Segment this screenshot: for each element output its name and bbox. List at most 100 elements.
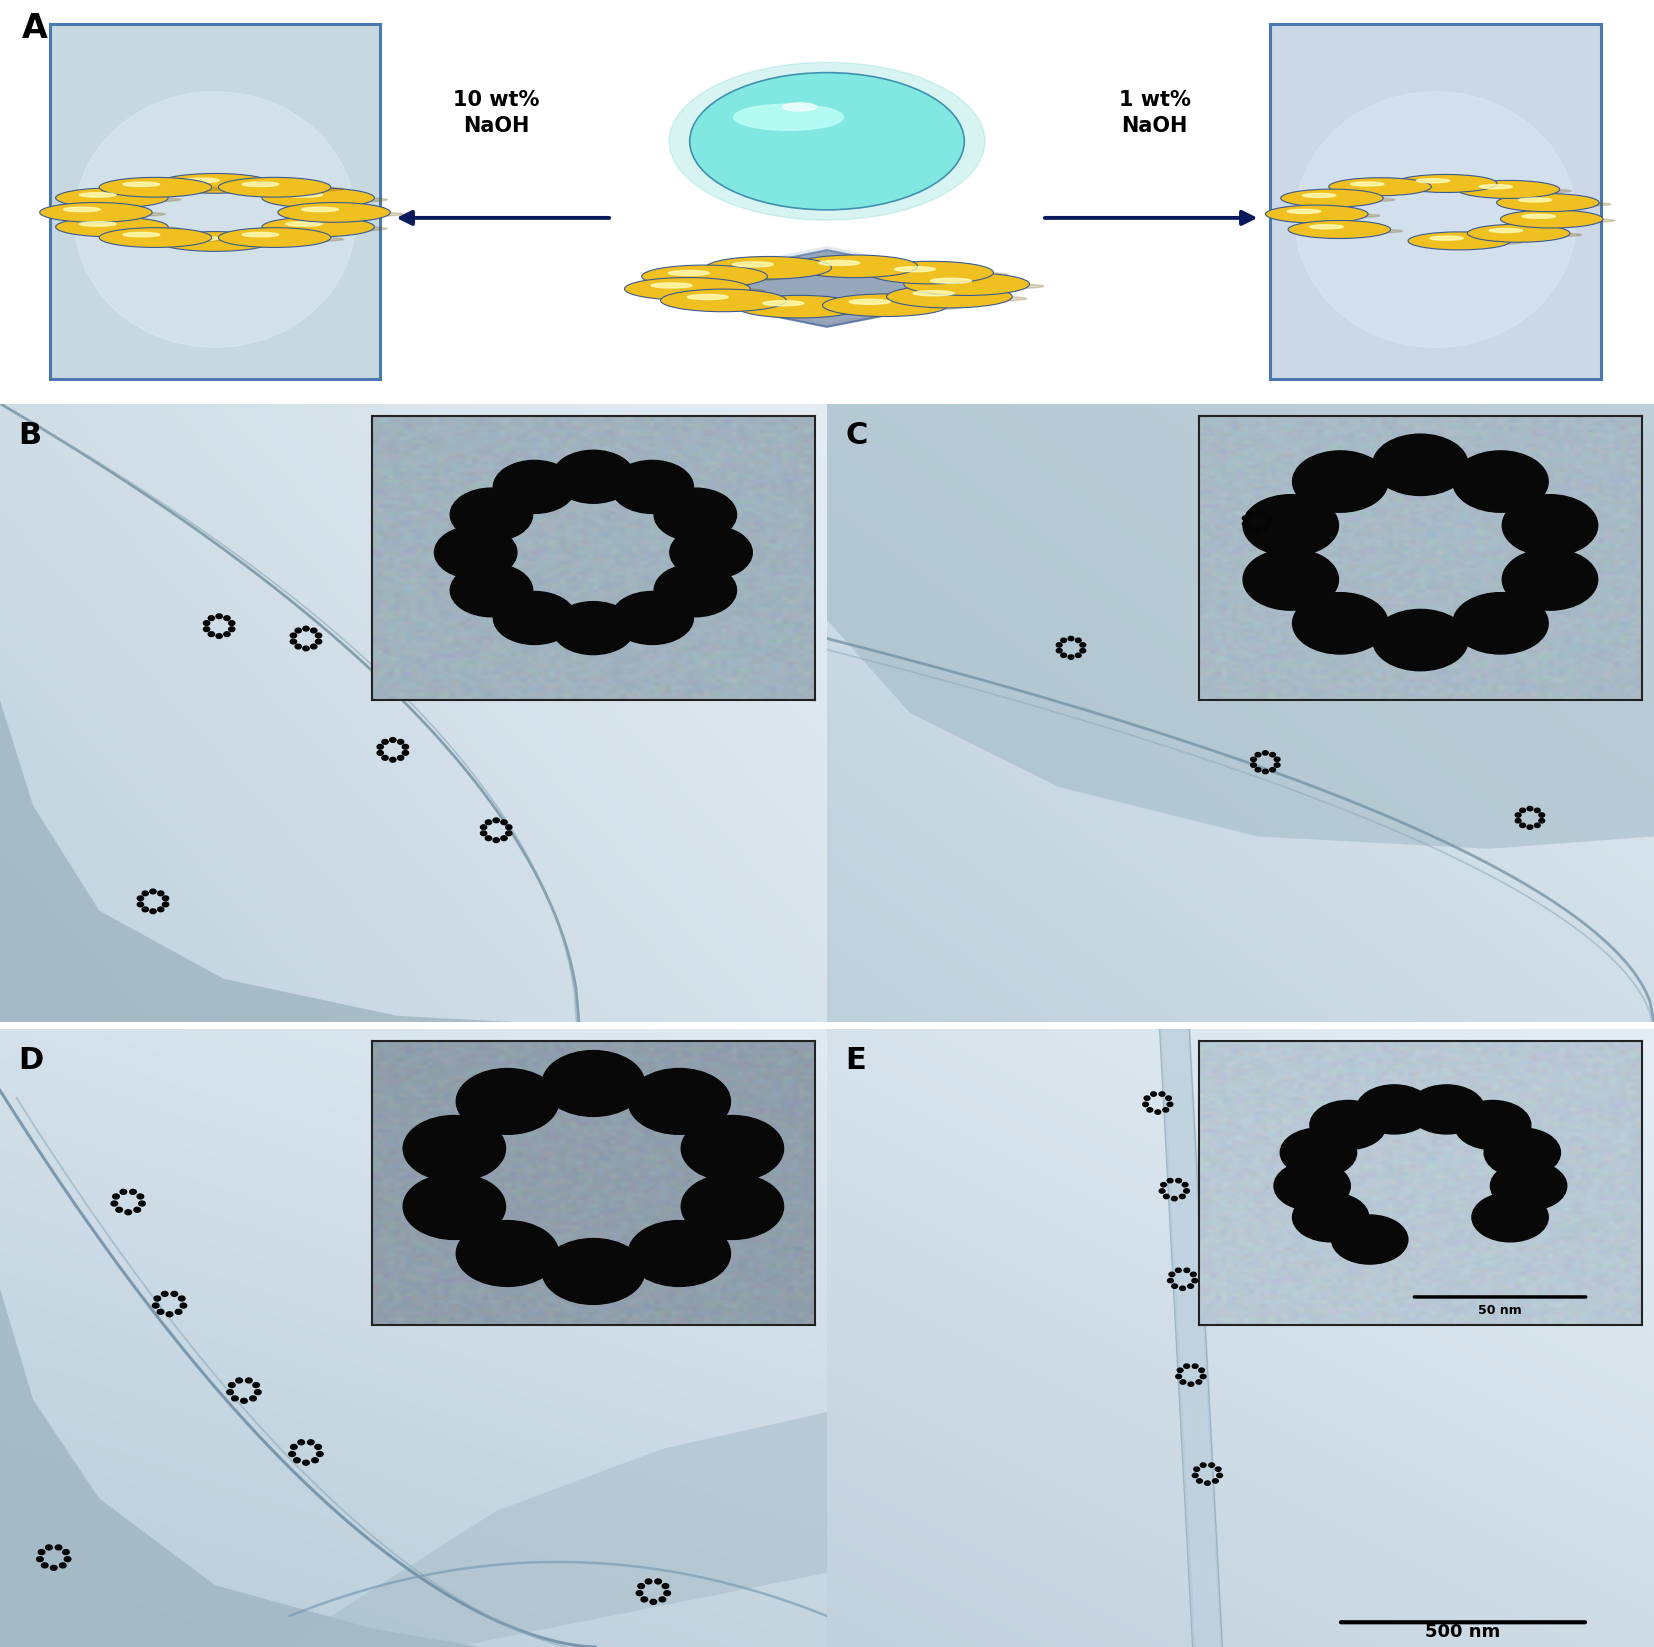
Circle shape — [1179, 1286, 1186, 1291]
Circle shape — [179, 1296, 185, 1301]
Ellipse shape — [1474, 232, 1581, 237]
Ellipse shape — [1414, 240, 1522, 245]
Ellipse shape — [241, 232, 280, 237]
Circle shape — [1145, 1095, 1150, 1100]
Circle shape — [1075, 637, 1082, 642]
Circle shape — [1196, 1380, 1202, 1383]
Ellipse shape — [744, 306, 877, 311]
Circle shape — [1274, 758, 1280, 761]
Circle shape — [1250, 758, 1257, 761]
Circle shape — [1183, 1183, 1188, 1187]
Ellipse shape — [40, 203, 152, 222]
Circle shape — [506, 832, 513, 835]
Circle shape — [1171, 1285, 1178, 1288]
Ellipse shape — [79, 222, 116, 226]
Ellipse shape — [278, 203, 390, 222]
Circle shape — [1274, 763, 1280, 768]
Circle shape — [228, 628, 235, 631]
Circle shape — [1254, 509, 1260, 514]
Circle shape — [303, 1461, 309, 1466]
Ellipse shape — [106, 237, 225, 242]
Ellipse shape — [895, 267, 935, 272]
Circle shape — [316, 639, 323, 644]
Text: D: D — [18, 1046, 43, 1075]
Ellipse shape — [63, 198, 180, 203]
Circle shape — [1204, 1481, 1211, 1486]
Ellipse shape — [690, 72, 964, 209]
Circle shape — [111, 1201, 117, 1206]
Text: C: C — [845, 422, 868, 450]
Circle shape — [38, 1550, 45, 1555]
Ellipse shape — [822, 293, 948, 316]
Ellipse shape — [63, 226, 180, 232]
Ellipse shape — [733, 262, 774, 267]
Ellipse shape — [660, 290, 786, 311]
Circle shape — [1262, 751, 1269, 754]
Circle shape — [655, 1579, 662, 1584]
Ellipse shape — [122, 183, 160, 186]
Circle shape — [1184, 1268, 1189, 1273]
Circle shape — [1250, 763, 1257, 768]
Circle shape — [650, 1599, 657, 1604]
Circle shape — [126, 1211, 131, 1215]
Ellipse shape — [1272, 212, 1379, 217]
Ellipse shape — [1507, 217, 1614, 222]
Circle shape — [402, 744, 409, 749]
Circle shape — [1262, 511, 1267, 516]
Circle shape — [1176, 1179, 1181, 1183]
Ellipse shape — [1479, 184, 1512, 189]
Circle shape — [237, 1379, 243, 1383]
Circle shape — [397, 740, 404, 744]
Circle shape — [382, 740, 389, 744]
Ellipse shape — [1467, 224, 1570, 242]
Ellipse shape — [911, 283, 1044, 290]
Circle shape — [36, 1556, 43, 1561]
Circle shape — [175, 1309, 182, 1314]
Ellipse shape — [218, 227, 331, 247]
Circle shape — [217, 634, 222, 639]
Circle shape — [1515, 819, 1522, 824]
Ellipse shape — [706, 257, 832, 278]
Circle shape — [1193, 1364, 1197, 1369]
Ellipse shape — [688, 295, 728, 300]
Ellipse shape — [46, 211, 165, 217]
Circle shape — [255, 1390, 261, 1395]
FancyBboxPatch shape — [50, 25, 380, 379]
Circle shape — [311, 644, 318, 649]
Ellipse shape — [668, 300, 801, 306]
Circle shape — [1193, 1278, 1197, 1283]
Ellipse shape — [286, 193, 323, 198]
Ellipse shape — [1280, 189, 1383, 208]
Circle shape — [1265, 522, 1272, 525]
Circle shape — [480, 825, 486, 830]
Ellipse shape — [261, 188, 374, 208]
Ellipse shape — [99, 178, 212, 198]
Circle shape — [289, 1451, 296, 1456]
Ellipse shape — [1408, 232, 1510, 250]
Circle shape — [46, 1545, 53, 1550]
Ellipse shape — [1489, 229, 1523, 232]
Ellipse shape — [868, 262, 994, 283]
Circle shape — [50, 1565, 56, 1570]
Polygon shape — [289, 1411, 827, 1647]
Circle shape — [303, 646, 309, 651]
Ellipse shape — [1302, 193, 1336, 198]
Circle shape — [203, 621, 210, 626]
Ellipse shape — [301, 208, 339, 212]
Circle shape — [289, 639, 296, 644]
Ellipse shape — [1522, 214, 1555, 219]
Ellipse shape — [79, 193, 116, 198]
Circle shape — [245, 1379, 251, 1383]
Text: A: A — [22, 12, 48, 44]
Circle shape — [227, 1390, 233, 1395]
Ellipse shape — [165, 240, 284, 245]
Circle shape — [485, 837, 491, 840]
Circle shape — [314, 1444, 321, 1449]
Circle shape — [1255, 753, 1260, 758]
Ellipse shape — [1457, 181, 1560, 198]
Circle shape — [65, 1556, 71, 1561]
Ellipse shape — [159, 232, 271, 252]
Circle shape — [1242, 516, 1249, 520]
Ellipse shape — [1416, 180, 1449, 183]
Text: 500 nm: 500 nm — [1426, 1622, 1500, 1640]
